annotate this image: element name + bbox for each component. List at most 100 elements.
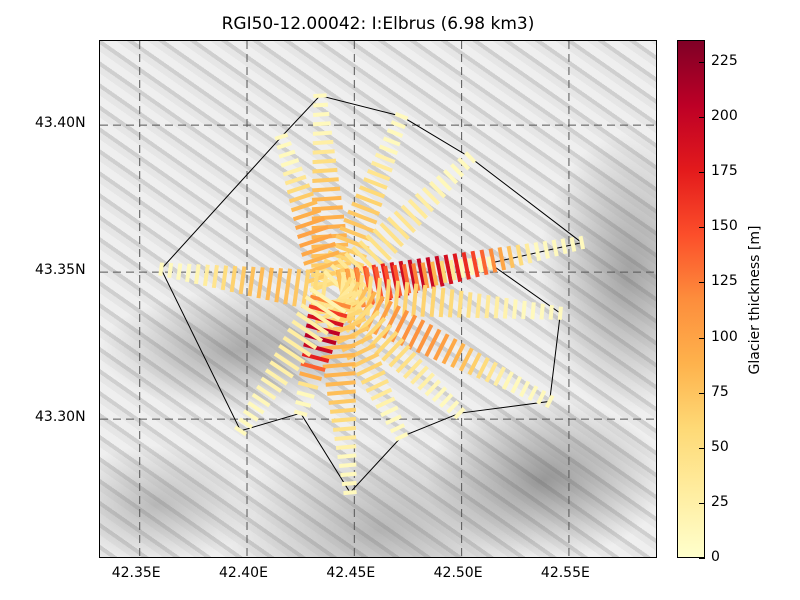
colorbar-tick-label: 0: [711, 549, 720, 565]
map-svg: [100, 41, 656, 557]
thickness-cross-section: [311, 214, 345, 221]
thickness-cross-section: [256, 384, 277, 401]
thickness-cross-section: [356, 274, 364, 316]
thickness-cross-section: [424, 328, 442, 358]
thickness-cross-section: [312, 167, 338, 174]
thickness-cross-section: [280, 158, 300, 168]
thickness-cross-section: [347, 209, 378, 225]
thickness-cross-section: [301, 269, 311, 309]
thickness-cross-section: [502, 297, 509, 319]
thickness-cross-section: [524, 243, 533, 264]
thickness-cross-section: [457, 157, 471, 171]
thickness-cross-section: [282, 335, 312, 357]
thickness-cross-section: [338, 462, 357, 469]
colorbar-tick-mark: [699, 172, 705, 174]
thickness-cross-section: [464, 151, 477, 164]
colorbar-tick-label: 75: [711, 383, 729, 400]
thickness-cross-section: [238, 266, 247, 295]
thickness-cross-section: [441, 338, 458, 365]
thickness-cross-section: [467, 352, 482, 376]
thickness-cross-section: [328, 398, 356, 405]
x-tick-label: 42.35E: [111, 565, 161, 581]
thickness-cross-section: [274, 132, 289, 141]
colorbar: [677, 40, 705, 558]
thickness-cross-section: [467, 258, 475, 276]
thickness-cross-section: [424, 379, 442, 397]
thickness-cross-section: [484, 361, 498, 383]
thickness-cross-section: [335, 444, 357, 450]
colorbar-tick-label: 25: [711, 493, 729, 510]
thickness-cross-section: [521, 300, 527, 320]
thickness-cross-section: [284, 174, 307, 186]
thickness-cross-section: [544, 394, 555, 409]
thickness-cross-section: [429, 286, 437, 318]
thickness-cross-section: [386, 216, 410, 241]
thickness-cross-section: [542, 240, 550, 259]
colorbar-tick-label: 200: [711, 108, 738, 125]
x-tick-label: 42.45E: [326, 565, 376, 581]
thickness-cross-section: [392, 264, 403, 297]
thickness-cross-section: [319, 343, 356, 351]
thickness-cross-section: [211, 264, 219, 289]
thickness-cross-section: [256, 267, 265, 299]
thickness-cross-section: [365, 378, 390, 393]
thickness-cross-section: [305, 258, 344, 275]
map-plot-area: [99, 40, 657, 558]
thickness-cross-section: [394, 432, 409, 442]
thickness-cross-section: [560, 238, 568, 255]
thickness-cross-section: [313, 102, 329, 108]
thickness-cross-section: [366, 168, 391, 182]
y-tick-label: 43.35N: [35, 262, 86, 279]
thickness-cross-section: [332, 425, 357, 432]
thickness-cross-section: [334, 435, 357, 441]
colorbar-tick-mark: [699, 502, 705, 504]
thickness-cross-section: [331, 416, 357, 423]
thickness-cross-section: [569, 237, 577, 252]
colorbar-tick-label: 150: [711, 218, 738, 235]
colorbar-tick-label: 100: [711, 328, 738, 345]
thickness-cross-section: [438, 287, 446, 318]
thickness-cross-section: [363, 177, 388, 190]
thickness-cross-section: [442, 169, 459, 185]
thickness-cross-section: [420, 284, 428, 317]
thickness-cross-section: [312, 158, 337, 165]
thickness-cross-section: [420, 262, 430, 289]
colorbar-tick-label: 175: [711, 163, 738, 180]
thickness-cross-section: [470, 250, 480, 278]
thickness-cross-section: [291, 319, 324, 343]
thickness-cross-section: [297, 380, 319, 390]
thickness-cross-section: [548, 305, 554, 320]
thickness-cross-section: [358, 240, 386, 268]
thickness-cross-section: [176, 263, 183, 281]
colorbar-tick-mark: [699, 227, 705, 229]
thickness-cross-section: [247, 401, 265, 415]
thickness-cross-section: [378, 144, 399, 156]
thickness-cross-section: [269, 360, 294, 379]
thickness-cross-section: [193, 264, 201, 285]
thickness-cross-section: [417, 372, 435, 391]
thickness-cross-section: [325, 380, 356, 387]
thickness-cross-section: [446, 400, 460, 414]
thickness-cross-section: [286, 183, 311, 195]
thickness-cross-section: [386, 128, 404, 138]
thickness-cross-section: [466, 292, 473, 318]
thickness-cross-section: [411, 283, 419, 317]
thickness-cross-section: [300, 361, 326, 372]
thickness-cross-section: [303, 342, 333, 355]
thickness-cross-section: [511, 299, 518, 319]
thickness-cross-section: [343, 490, 357, 496]
thickness-cross-section: [337, 453, 357, 460]
thickness-cross-section: [402, 282, 410, 317]
chart-title: RGI50-12.00042: I:Elbrus (6.98 km3): [221, 14, 535, 34]
thickness-cross-section: [278, 343, 306, 365]
thickness-cross-section: [295, 311, 329, 336]
thickness-cross-section: [433, 333, 450, 361]
thickness-cross-section: [486, 256, 493, 271]
thickness-cross-section: [407, 319, 426, 350]
thickness-cross-section: [448, 259, 457, 281]
x-tick-label: 42.50E: [433, 565, 483, 581]
thickness-cross-section: [539, 303, 545, 320]
thickness-cross-section: [247, 266, 256, 297]
thickness-cross-section: [274, 267, 283, 303]
thickness-cross-section: [393, 210, 417, 234]
